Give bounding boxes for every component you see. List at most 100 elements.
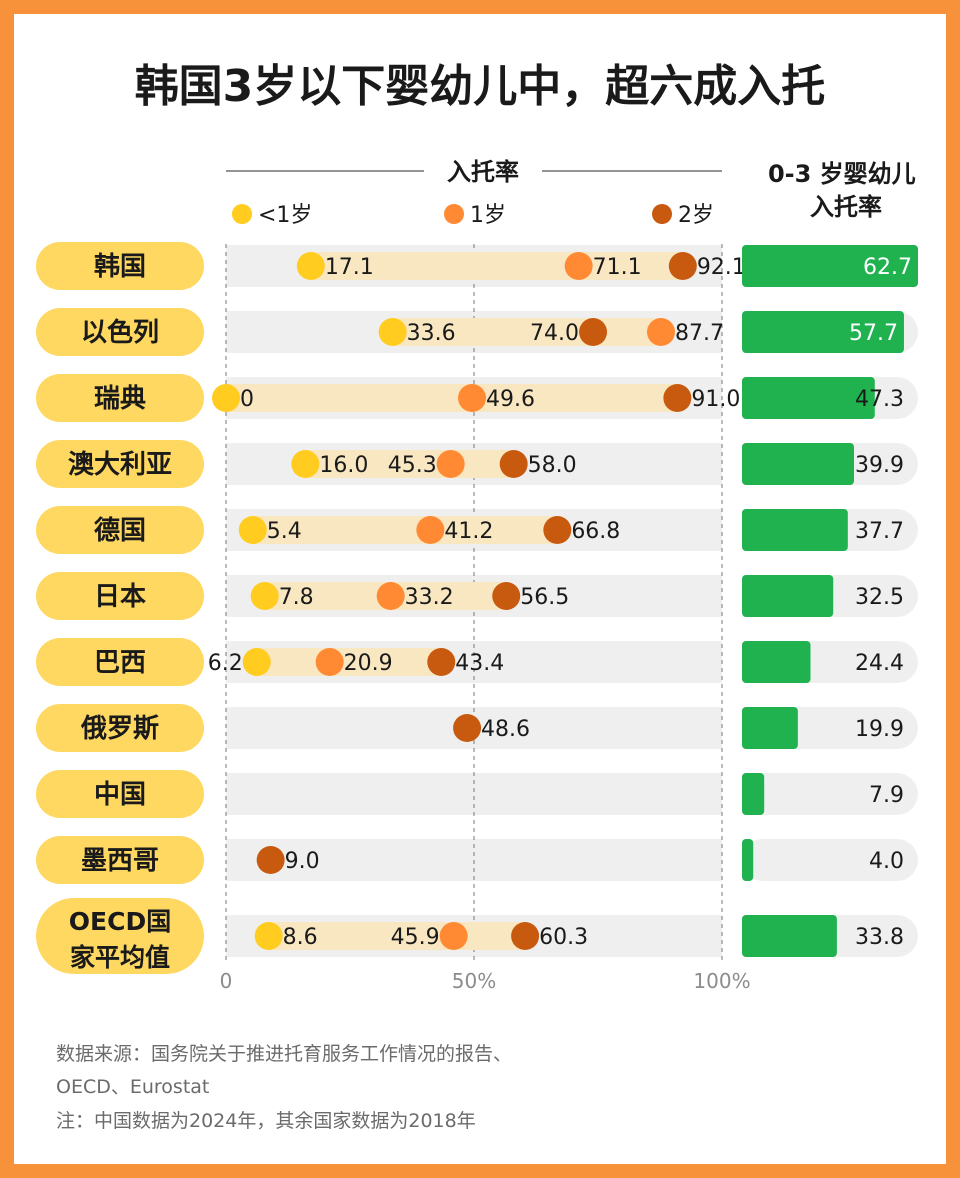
bar-track (742, 773, 918, 815)
dot-lt1 (242, 648, 271, 676)
bar-chart-header: 0-3 岁婴幼儿 入托率 (768, 160, 924, 221)
range-band (226, 384, 678, 412)
dot-value-label: 49.6 (486, 387, 535, 412)
source-note-line1: 数据来源：国务院关于推进托育服务工作情况的报告、 (56, 1043, 512, 1065)
dot-age1 (564, 252, 593, 280)
legend: <1岁 1岁 2岁 (232, 203, 714, 228)
row: 瑞典 0 49.6 91.0 47.3 (36, 374, 918, 422)
bar-value-label: 7.9 (869, 783, 904, 808)
bar-chart-header-line2: 入托率 (810, 193, 882, 221)
category-label: 以色列 (81, 317, 159, 348)
range-band (305, 450, 514, 478)
overall-bar (742, 839, 754, 881)
dot-value-label: 16.0 (319, 453, 368, 478)
category-label: 墨西哥 (81, 846, 159, 876)
row: 澳大利亚 16.0 45.3 58.0 39.9 (36, 440, 918, 488)
dot-value-label: 43.4 (455, 651, 504, 676)
dot-lt1 (212, 384, 240, 412)
overall-bar (742, 245, 918, 287)
overall-bar (742, 443, 854, 485)
row: 俄罗斯 48.6 19.9 (36, 704, 918, 752)
category-pill (36, 704, 204, 752)
dot-age1 (439, 922, 468, 950)
dot-age1 (416, 516, 445, 544)
row: 日本 7.8 33.2 56.5 32.5 (36, 572, 918, 620)
row: 墨西哥 9.0 4.0 (36, 836, 918, 884)
category-pill (36, 440, 204, 488)
dot-track (226, 773, 722, 815)
bar-value-label: 39.9 (855, 453, 904, 478)
bar-value-label: 47.3 (855, 387, 904, 412)
bar-value-label: 4.0 (869, 849, 904, 874)
overall-bar (742, 575, 834, 617)
category-pill (36, 506, 204, 554)
legend-marker-age2 (652, 204, 672, 224)
dot-age2 (511, 922, 540, 950)
dot-lt1 (250, 582, 279, 610)
dot-value-label: 56.5 (520, 585, 569, 610)
dot-value-label: 45.3 (388, 453, 437, 478)
row: 中国 7.9 (36, 770, 918, 818)
dot-age1 (436, 450, 465, 478)
dot-value-label: 6.2 (208, 651, 243, 676)
dot-age1 (376, 582, 405, 610)
legend-marker-age1 (444, 204, 464, 224)
overall-bar (742, 915, 837, 957)
row: 巴西 6.2 20.9 43.4 24.4 (36, 638, 918, 686)
overall-bar (742, 377, 875, 419)
range-band (252, 516, 558, 544)
dot-lt1 (291, 450, 320, 478)
category-label: 德国 (94, 516, 146, 546)
chart-svg: 韩国3岁以下婴幼儿中，超六成入托 入托率 0-3 岁婴幼儿 入托率 <1岁 1岁… (36, 61, 924, 1132)
dot-age2 (663, 384, 692, 412)
category-label: 澳大利亚 (68, 450, 172, 480)
range-band (392, 318, 661, 346)
bar-chart-header-line1: 0-3 岁婴幼儿 (768, 160, 916, 188)
bar-value-label: 19.9 (855, 717, 904, 742)
dot-age2 (492, 582, 521, 610)
dot-chart-header: 入托率 (447, 158, 519, 186)
chart-title: 韩国3岁以下婴幼儿中，超六成入托 (135, 61, 826, 112)
dot-value-label: 71.1 (593, 255, 642, 280)
source-note-line2: OECD、Eurostat (56, 1076, 209, 1098)
overall-bar (742, 311, 904, 353)
row: 韩国 17.1 71.1 92.1 62.7 (36, 242, 918, 290)
bar-value-label: 37.7 (855, 519, 904, 544)
rows: 韩国 17.1 71.1 92.1 62.7 以色列 33.6 87.7 74.0 57.7 瑞典 0… (36, 242, 918, 974)
category-pill (36, 374, 204, 422)
dot-value-label: 7.8 (279, 585, 314, 610)
bar-value-label: 57.7 (849, 321, 898, 346)
category-label: 家平均值 (70, 943, 170, 972)
dot-age2 (579, 318, 608, 346)
dot-age2 (256, 846, 285, 874)
x-tick-0: 0 (220, 969, 233, 993)
dot-age1 (315, 648, 344, 676)
overall-bar (742, 773, 765, 815)
dot-age1 (646, 318, 675, 346)
dot-age2 (499, 450, 528, 478)
category-pill (36, 898, 204, 974)
footnote: 注：中国数据为2024年，其余国家数据为2018年 (56, 1110, 476, 1132)
dot-lt1 (254, 922, 283, 950)
category-pill (36, 308, 204, 356)
legend-label-age2: 2岁 (678, 203, 714, 228)
dot-lt1 (238, 516, 267, 544)
range-band (310, 252, 683, 280)
legend-label-lt1: <1岁 (258, 203, 312, 228)
dot-lt1 (378, 318, 407, 346)
dot-lt1 (296, 252, 325, 280)
dot-value-label: 9.0 (285, 849, 320, 874)
category-pill (36, 770, 204, 818)
category-label: 日本 (94, 582, 146, 612)
dot-value-label: 5.4 (267, 519, 302, 544)
dot-value-label: 66.8 (571, 519, 620, 544)
bar-track (742, 839, 918, 881)
dot-age2 (453, 714, 482, 742)
range-band (256, 648, 442, 676)
bar-value-label: 62.7 (863, 255, 912, 280)
dot-value-label: 58.0 (528, 453, 577, 478)
dot-value-label: 60.3 (539, 925, 588, 950)
dot-value-label: 20.9 (344, 651, 393, 676)
category-label: 瑞典 (94, 384, 146, 414)
